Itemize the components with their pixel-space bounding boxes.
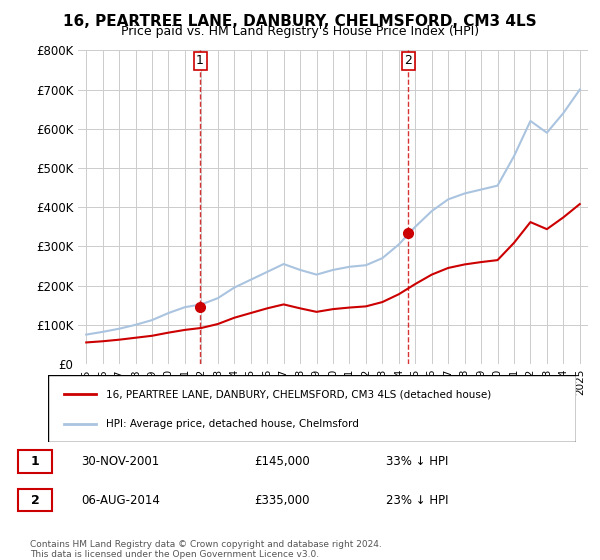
Text: 2: 2 [404,54,412,67]
Text: 1: 1 [31,455,40,468]
Text: Contains HM Land Registry data © Crown copyright and database right 2024.: Contains HM Land Registry data © Crown c… [30,540,382,549]
Text: £335,000: £335,000 [254,494,310,507]
Text: This data is licensed under the Open Government Licence v3.0.: This data is licensed under the Open Gov… [30,550,319,559]
Text: 2: 2 [31,494,40,507]
Text: £145,000: £145,000 [254,455,310,468]
Text: 30-NOV-2001: 30-NOV-2001 [81,455,160,468]
FancyBboxPatch shape [18,450,52,473]
Text: 33% ↓ HPI: 33% ↓ HPI [386,455,449,468]
Text: 16, PEARTREE LANE, DANBURY, CHELMSFORD, CM3 4LS (detached house): 16, PEARTREE LANE, DANBURY, CHELMSFORD, … [106,389,491,399]
Text: Price paid vs. HM Land Registry's House Price Index (HPI): Price paid vs. HM Land Registry's House … [121,25,479,38]
FancyBboxPatch shape [48,375,576,442]
Text: 16, PEARTREE LANE, DANBURY, CHELMSFORD, CM3 4LS: 16, PEARTREE LANE, DANBURY, CHELMSFORD, … [63,14,537,29]
Text: 23% ↓ HPI: 23% ↓ HPI [386,494,449,507]
Text: 1: 1 [196,54,204,67]
FancyBboxPatch shape [18,489,52,511]
Text: 06-AUG-2014: 06-AUG-2014 [81,494,160,507]
Text: HPI: Average price, detached house, Chelmsford: HPI: Average price, detached house, Chel… [106,418,359,428]
